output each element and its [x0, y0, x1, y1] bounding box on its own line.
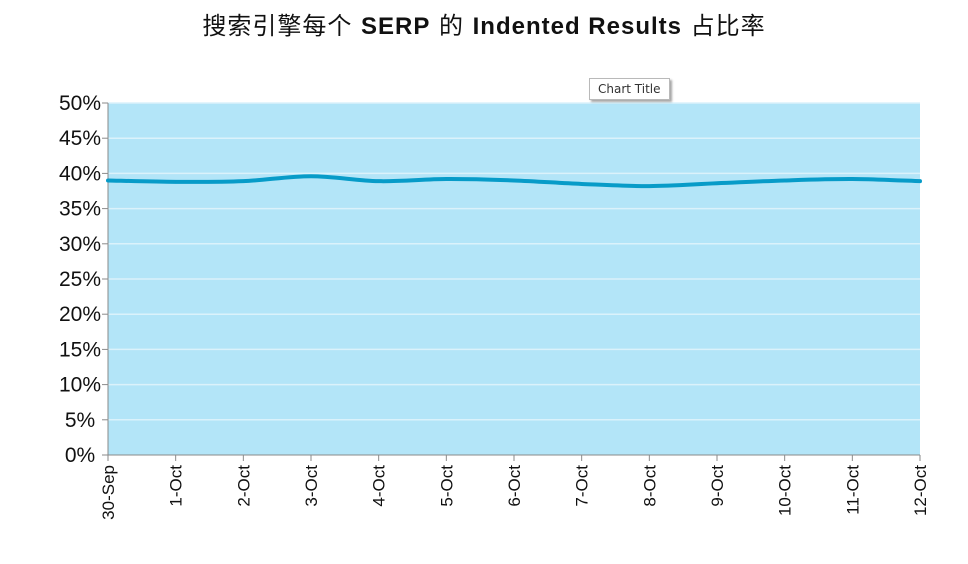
y-tick-label: 0% — [65, 444, 95, 467]
x-tick-label: 10-Oct — [776, 465, 795, 516]
data-point — [378, 180, 380, 182]
y-tick-label: 30% — [59, 233, 101, 256]
title-cn-suffix: 占比率 — [690, 12, 766, 40]
x-tick-label: 2-Oct — [234, 465, 253, 507]
x-tick-label: 4-Oct — [370, 465, 389, 507]
title-serp: SERP — [361, 13, 431, 40]
data-point — [919, 180, 921, 182]
y-tick-label: 20% — [59, 303, 101, 326]
x-tick-label: 6-Oct — [505, 465, 524, 507]
x-tick-label: 30-Sep — [99, 465, 118, 520]
y-tick-label: 50% — [59, 92, 101, 115]
data-point — [445, 178, 447, 180]
x-tick-label: 11-Oct — [843, 465, 862, 515]
x-tick-label: 12-Oct — [911, 465, 930, 516]
data-point — [648, 185, 650, 187]
data-point — [513, 179, 515, 181]
y-tick-label: 45% — [59, 127, 101, 150]
x-tick-label: 8-Oct — [640, 465, 659, 507]
title-cn-prefix: 搜索引擎每个 — [202, 12, 353, 40]
x-tick-label: 5-Oct — [437, 465, 456, 507]
data-point — [310, 175, 312, 177]
chart-title: 搜索引擎每个 SERP 的 Indented Results 占比率 — [0, 6, 968, 41]
data-point — [716, 182, 718, 184]
y-tick-label: 10% — [59, 374, 101, 397]
data-point — [242, 180, 244, 182]
y-tick-label: 15% — [59, 338, 101, 361]
x-tick-label: 1-Oct — [167, 465, 186, 507]
data-point — [581, 183, 583, 185]
x-tick-label: 3-Oct — [302, 465, 321, 507]
data-point — [851, 178, 853, 180]
data-point — [107, 179, 109, 181]
title-cn-mid: 的 — [439, 12, 464, 40]
y-tick-label: 25% — [59, 268, 101, 291]
chart-title-tooltip: Chart Title — [589, 78, 670, 100]
data-point — [784, 179, 786, 181]
title-indented-results: Indented Results — [472, 13, 682, 40]
x-tick-label: 7-Oct — [573, 465, 592, 507]
y-tick-label: 5% — [65, 409, 95, 432]
x-tick-label: 9-Oct — [708, 465, 727, 507]
y-tick-label: 40% — [59, 162, 101, 185]
y-tick-label: 35% — [59, 198, 101, 221]
data-point — [175, 181, 177, 183]
